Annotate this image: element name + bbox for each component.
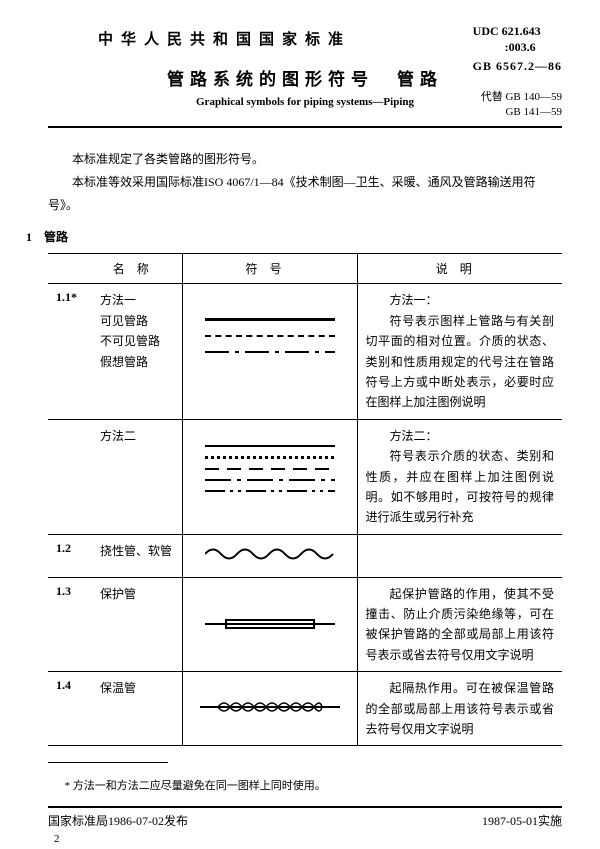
- footnote-rule: [48, 762, 168, 763]
- gb-code: GB 6567.2—86: [473, 59, 562, 75]
- row-name: 方法一 可见管路 不可见管路 假想管路: [92, 284, 182, 419]
- intro-p2: 本标准等效采用国际标准ISO 4067/1—84《技术制图—卫生、采暖、通风及管…: [48, 171, 562, 217]
- intro-block: 本标准规定了各类管路的图形符号。 本标准等效采用国际标准ISO 4067/1—8…: [48, 148, 562, 216]
- col-blank: [48, 254, 92, 284]
- solid-line-icon: [205, 318, 335, 321]
- md-dash-icon: [205, 468, 335, 470]
- row-desc: 方法二： 符号表示介质的状态、类别和性质，并应在图样上加注图例说明。如不够用时，…: [357, 419, 562, 534]
- table-row: 1.3 保护管 起保护管路的作用，使其不受撞击、防止介质污染绝缘等，可在被保护管…: [48, 577, 562, 672]
- replaces-block: 代替 GB 140—59 代替 GB 141—59: [481, 90, 562, 121]
- table-row: 1.1* 方法一 可见管路 不可见管路 假想管路 方法一： 符号表示图样上管路与…: [48, 284, 562, 419]
- section-title: 1 管路: [26, 228, 562, 245]
- desc-title: 方法二：: [366, 426, 555, 446]
- row-name-text: 方法一 可见管路 不可见管路 假想管路: [100, 293, 160, 368]
- row-idx: 1.2: [48, 534, 92, 577]
- page-number: 2: [54, 833, 60, 845]
- table-row: 1.2 挠性管、软管: [48, 534, 562, 577]
- footnote: * 方法一和方法二应尽量避免在同一图样上同时使用。: [48, 777, 562, 793]
- row-symbol: [182, 284, 357, 419]
- dashed-line-icon: [205, 335, 335, 337]
- row-desc: 起保护管路的作用，使其不受撞击、防止介质污染绝缘等，可在被保护管路的全部或局部上…: [357, 577, 562, 672]
- udc-label: UDC: [473, 24, 499, 38]
- row-symbol: [182, 577, 357, 672]
- protective-pipe-icon: [205, 619, 335, 629]
- replaces-2: GB 141—59: [505, 106, 562, 118]
- col-header-symbol: 符号: [182, 254, 357, 284]
- wavy-line-icon: [205, 547, 335, 561]
- document-header: 中华人民共和国国家标准 UDC 621.643 :003.6 GB 6567.2…: [48, 28, 562, 128]
- row-idx: 1.3: [48, 577, 92, 672]
- col-header-name: 名称: [92, 254, 182, 284]
- footer-right: 1987-05-01实施: [482, 812, 562, 829]
- desc-body: 起保护管路的作用，使其不受撞击、防止介质污染绝缘等，可在被保护管路的全部或局部上…: [366, 587, 555, 662]
- desc-body: 符号表示图样上管路与有关剖切平面的相对位置。介质的状态、类别和性质用规定的代号注…: [366, 311, 555, 413]
- row-desc: 方法一： 符号表示图样上管路与有关剖切平面的相对位置。介质的状态、类别和性质用规…: [357, 284, 562, 419]
- footer-left: 国家标准局1986-07-02发布: [48, 812, 188, 829]
- table-row: 方法二 方法二： 符号表示介质的状态、类别和性质，并应在图样上加注图例说明。如不…: [48, 419, 562, 534]
- footer-bar: 国家标准局1986-07-02发布 1987-05-01实施: [48, 806, 562, 829]
- row-desc: 起隔热作用。可在被保温管路的全部或局部上用该符号表示或省去符号仅用文字说明: [357, 672, 562, 746]
- line-icon: [205, 445, 335, 447]
- dashdotdot-icon: [205, 490, 335, 492]
- dense-dash-icon: [205, 456, 335, 459]
- dashdot-line-icon: [205, 351, 335, 353]
- desc-body: 符号表示介质的状态、类别和性质，并应在图样上加注图例说明。如不够用时，可按符号的…: [366, 446, 555, 528]
- dashdot-icon: [205, 479, 335, 481]
- row-idx: 1.4: [48, 672, 92, 746]
- insulated-pipe-icon: [200, 698, 340, 716]
- row-symbol: [182, 534, 357, 577]
- row-name: 挠性管、软管: [92, 534, 182, 577]
- symbol-table: 名称 符号 说明 1.1* 方法一 可见管路 不可见管路 假想管路 方法一： 符…: [48, 253, 562, 746]
- replaces-label: 代替: [481, 91, 503, 103]
- row-desc: [357, 534, 562, 577]
- header-rule: [48, 126, 562, 128]
- row-name: 方法二: [92, 419, 182, 534]
- replaces-1: GB 140—59: [505, 91, 562, 103]
- desc-title: 方法一：: [366, 290, 555, 310]
- intro-p1: 本标准规定了各类管路的图形符号。: [48, 148, 562, 171]
- row-name: 保护管: [92, 577, 182, 672]
- row-idx: 1.1*: [48, 284, 92, 419]
- row-symbol: [182, 419, 357, 534]
- udc-code1: 621.643: [502, 24, 541, 38]
- table-row: 1.4 保温管 起隔热作用。可在被保温管路的全部或局部上用该符号表示或省去符号仅…: [48, 672, 562, 746]
- row-symbol: [182, 672, 357, 746]
- udc-block: UDC 621.643 :003.6 GB 6567.2—86: [473, 24, 562, 75]
- udc-code2: :003.6: [473, 40, 562, 56]
- desc-body: 起隔热作用。可在被保温管路的全部或局部上用该符号表示或省去符号仅用文字说明: [366, 681, 555, 736]
- row-idx: [48, 419, 92, 534]
- col-header-desc: 说明: [357, 254, 562, 284]
- row-name: 保温管: [92, 672, 182, 746]
